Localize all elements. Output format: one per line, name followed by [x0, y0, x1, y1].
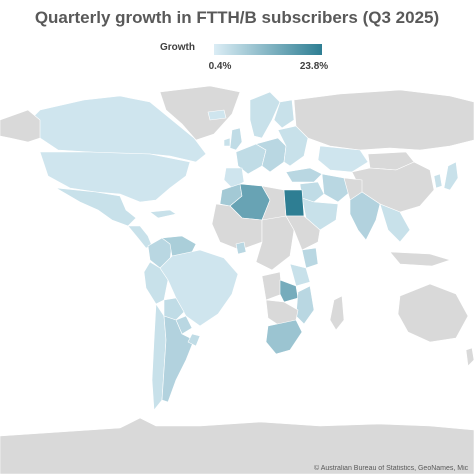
- region-iran[interactable]: [321, 173, 351, 203]
- region-india[interactable]: [349, 191, 381, 241]
- region-mozambique[interactable]: [295, 285, 315, 325]
- region-ghana[interactable]: [235, 241, 247, 255]
- region-new-zealand[interactable]: [465, 347, 474, 367]
- region-iceland[interactable]: [207, 109, 227, 121]
- region-greenland[interactable]: [159, 85, 241, 141]
- region-south-africa[interactable]: [265, 319, 303, 355]
- legend-gradient-bar: [214, 44, 322, 55]
- region-turkey[interactable]: [285, 167, 323, 183]
- region-ireland[interactable]: [223, 137, 231, 147]
- region-angola[interactable]: [261, 271, 283, 301]
- region-antarctica[interactable]: [0, 417, 474, 474]
- region-zambia[interactable]: [279, 279, 299, 303]
- region-central-america[interactable]: [127, 225, 153, 249]
- region-mexico[interactable]: [55, 187, 137, 227]
- region-southeast-asia[interactable]: [379, 203, 411, 243]
- legend-max-label: 23.8%: [299, 61, 329, 72]
- legend: Growth 0.4% 23.8%: [160, 42, 330, 76]
- region-uruguay[interactable]: [187, 333, 201, 347]
- region-korea[interactable]: [433, 173, 443, 189]
- region-bolivia[interactable]: [163, 297, 185, 321]
- region-alaska[interactable]: [0, 109, 41, 143]
- legend-min-label: 0.4%: [208, 61, 232, 72]
- region-scandinavia[interactable]: [249, 91, 281, 139]
- region-madagascar[interactable]: [329, 295, 345, 331]
- region-tanzania[interactable]: [289, 263, 311, 287]
- legend-label: Growth: [160, 42, 195, 53]
- region-usa[interactable]: [39, 151, 191, 203]
- region-egypt[interactable]: [283, 189, 305, 217]
- map-attribution: © Australian Bureau of Statistics, GeoNa…: [314, 465, 469, 472]
- world-map: [0, 80, 474, 474]
- region-central-europe[interactable]: [255, 137, 287, 173]
- map-title: Quarterly growth in FTTH/B subscribers (…: [34, 8, 440, 27]
- region-finland[interactable]: [273, 99, 295, 129]
- region-uk[interactable]: [229, 127, 243, 151]
- region-brazil[interactable]: [159, 249, 239, 327]
- region-canada[interactable]: [27, 95, 207, 163]
- region-australia[interactable]: [397, 283, 469, 343]
- region-cuba[interactable]: [149, 209, 177, 219]
- region-east-africa[interactable]: [285, 215, 321, 251]
- region-japan[interactable]: [443, 161, 459, 191]
- region-central-africa[interactable]: [255, 215, 295, 271]
- region-indonesia[interactable]: [389, 251, 451, 267]
- region-russia[interactable]: [293, 89, 474, 151]
- region-argentina[interactable]: [161, 315, 195, 403]
- region-kenya[interactable]: [301, 247, 319, 269]
- world-map-svg: [0, 85, 474, 474]
